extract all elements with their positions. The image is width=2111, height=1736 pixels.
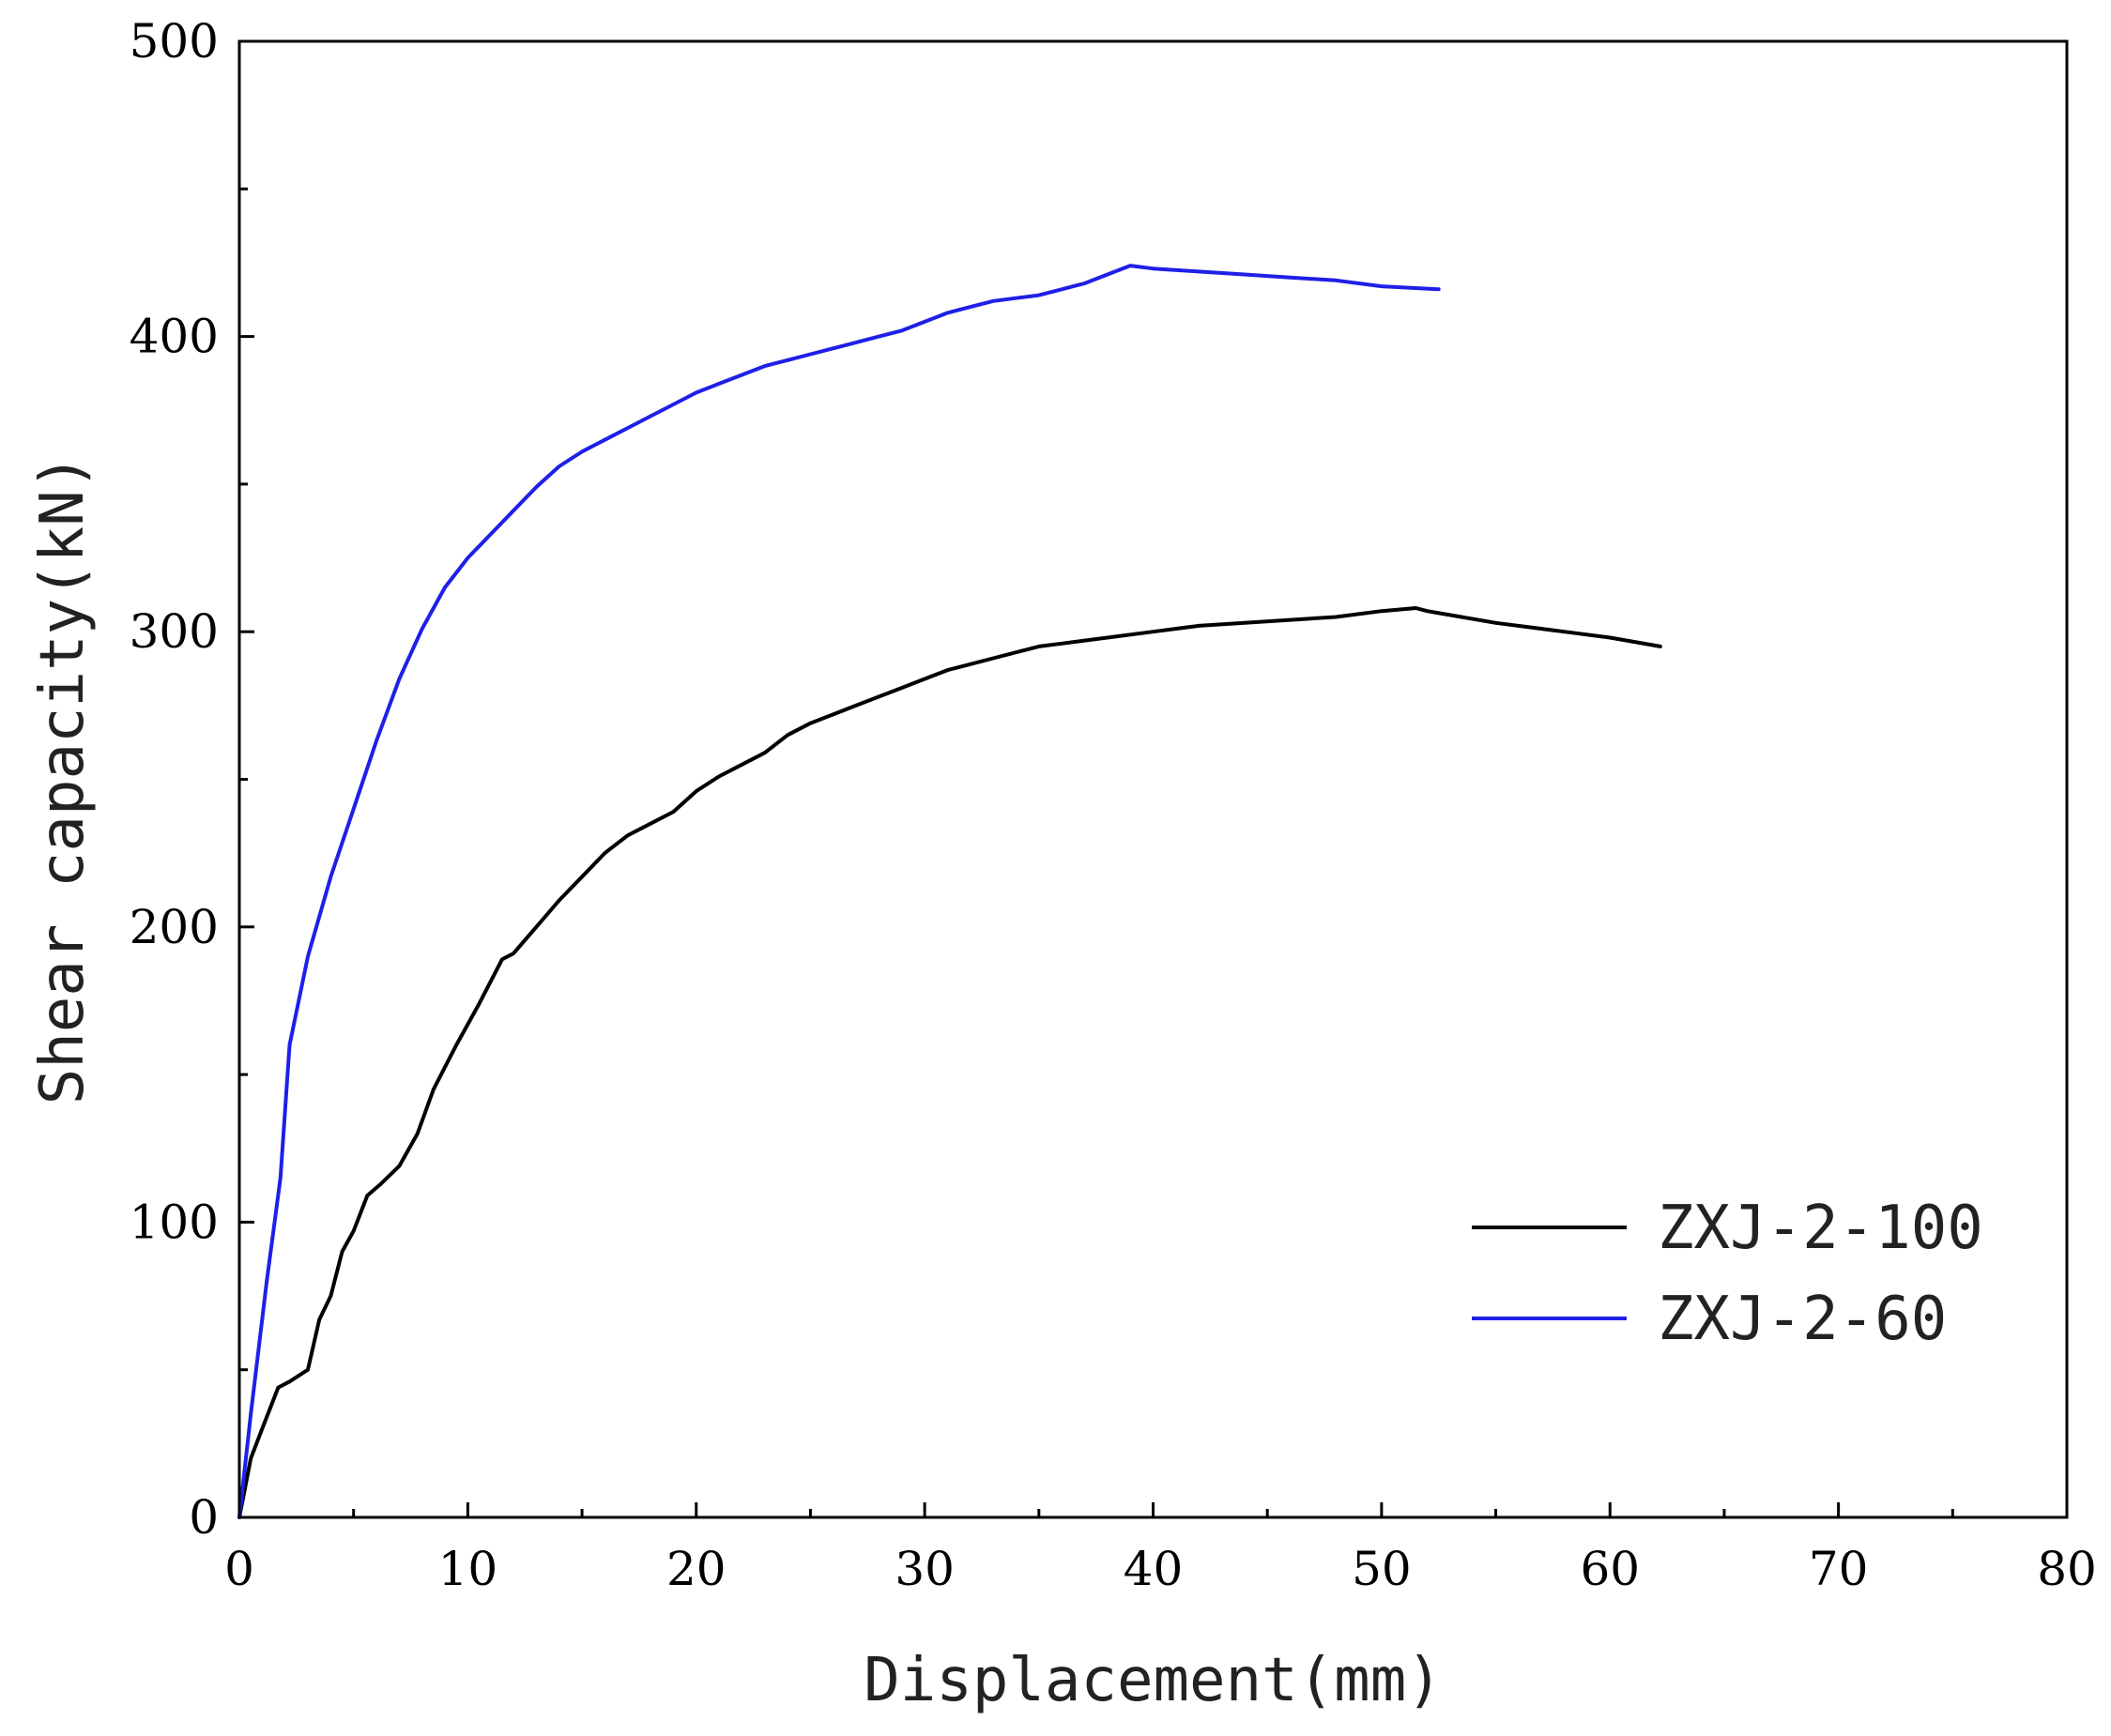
y-tick-label: 0	[189, 1490, 219, 1545]
series-line-zxj-2-60	[237, 264, 1441, 1519]
x-tick-label: 30	[895, 1542, 955, 1596]
x-tick-labels: 0 10 20 30 40 50 60 70 80	[224, 1542, 2097, 1596]
x-tick-label: 40	[1124, 1542, 1184, 1596]
y-tick-labels: 0 100 200 300 400 500	[130, 14, 219, 1545]
x-tick-label: 50	[1352, 1542, 1412, 1596]
y-tick-label: 100	[130, 1195, 219, 1249]
legend-label-zxj-2-100: ZXJ-2-100	[1658, 1194, 1983, 1263]
series-layer	[237, 264, 1662, 1519]
legend-label-zxj-2-60: ZXJ-2-60	[1658, 1285, 1947, 1354]
x-axis-title: Displacement(mm)	[864, 1646, 1443, 1715]
x-tick-label: 0	[224, 1542, 254, 1596]
y-tick-label: 300	[130, 604, 219, 659]
x-tick-label: 80	[2037, 1542, 2097, 1596]
series-line-zxj-2-100	[237, 606, 1662, 1519]
y-axis-title: Shear capacity(kN)	[28, 454, 98, 1105]
x-tick-label: 70	[1809, 1542, 1869, 1596]
y-tick-label: 400	[130, 310, 219, 364]
plot-frame	[237, 39, 2069, 1519]
legend: ZXJ-2-100 ZXJ-2-60	[1472, 1194, 1983, 1354]
y-tick-label: 200	[130, 900, 219, 954]
y-tick-label: 500	[130, 14, 219, 69]
x-tick-label: 20	[666, 1542, 727, 1596]
x-tick-label: 10	[438, 1542, 498, 1596]
x-tick-label: 60	[1580, 1542, 1640, 1596]
